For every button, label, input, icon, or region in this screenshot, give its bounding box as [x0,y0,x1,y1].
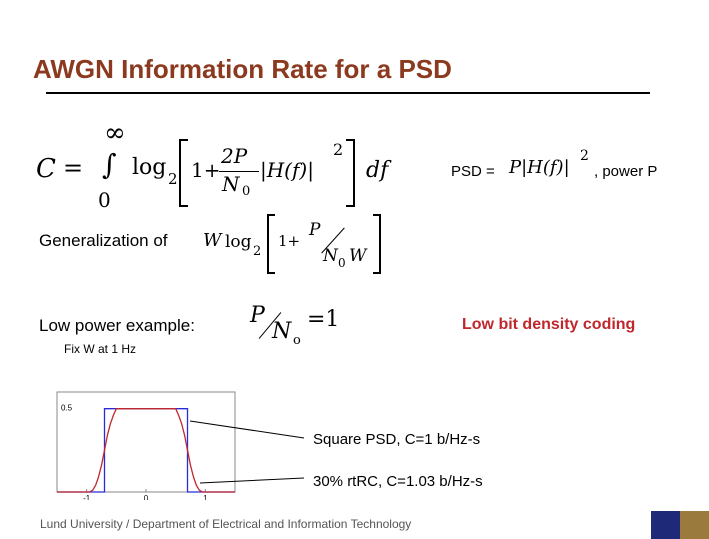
callout-line-square [189,420,305,439]
square-psd-callout: Square PSD, C=1 b/Hz-s [313,431,481,448]
log-text: log [132,155,167,180]
gen-denominator-w: W [349,246,367,266]
formula-lhs: C [36,154,56,184]
fraction-bar [219,171,259,172]
right-bracket [346,139,355,207]
transfer-function: |H(f)| [260,158,314,182]
low-bit-density-coding: Low bit density coding [462,316,636,333]
integral-lower: 0 [98,188,111,212]
x-tick-label: 0 [144,494,149,500]
page-title: AWGN Information Rate for a PSD [33,54,452,84]
psd-power-suffix: , power P [594,163,658,180]
logo-block-gold [680,511,709,539]
one-plus: 1+ [191,158,221,182]
lp-denominator-subscript: o [293,333,301,348]
denominator-subscript: 0 [242,184,251,199]
left-bracket-gen [267,214,275,274]
log-base-gen: 2 [253,244,262,259]
low-power-label: Low power example: [39,316,195,335]
rtrc-callout: 30% rtRC, C=1.03 b/Hz-s [313,473,483,490]
capacity-formula: C = ∞ ∫ 0 log 2 1+ 2P N 0 |H(f)| 2 df [36,118,406,218]
square-exponent: 2 [333,140,344,159]
generalization-formula: W log 2 1+ P N 0 W [203,210,393,274]
log-text-gen: log [225,232,252,252]
x-tick-label: 1 [203,494,208,500]
log-base: 2 [168,170,178,188]
fix-w-note: Fix W at 1 Hz [64,342,137,356]
logo-block-blue [651,511,680,539]
bandwidth-w: W [203,230,222,251]
title-underline [46,92,650,94]
x-tick-label: -1 [83,494,91,500]
psd-expression: P|H(f)| [509,157,570,178]
rtrc-psd-line [57,408,235,493]
gen-denominator: N [323,246,338,266]
generalization-label: Generalization of [39,231,168,250]
psd-chart: -1 0 1 0.5 [56,391,236,500]
low-power-formula: P N o =1 [247,303,347,349]
callout-line-rtrc [199,477,305,484]
integral-sign: ∫ [102,148,117,181]
psd-label: PSD = [451,163,495,180]
integral-upper: ∞ [104,118,126,148]
lp-numerator: P [250,303,265,328]
gen-denominator-subscript: 0 [338,256,346,270]
formula-equals: = [63,154,84,182]
right-bracket-gen [373,214,381,274]
fraction-denominator: N [222,172,240,196]
psd-exponent: 2 [580,148,589,164]
lp-denominator: N [272,319,292,344]
lp-equals-one: =1 [307,307,340,332]
one-plus-gen: 1+ [278,232,301,250]
fraction-numerator: 2P [221,144,248,168]
left-bracket [179,139,188,207]
gen-numerator: P [309,220,321,240]
y-tick-label: 0.5 [61,404,73,413]
footer-text: Lund University / Department of Electric… [40,517,412,531]
differential: df [366,158,389,183]
